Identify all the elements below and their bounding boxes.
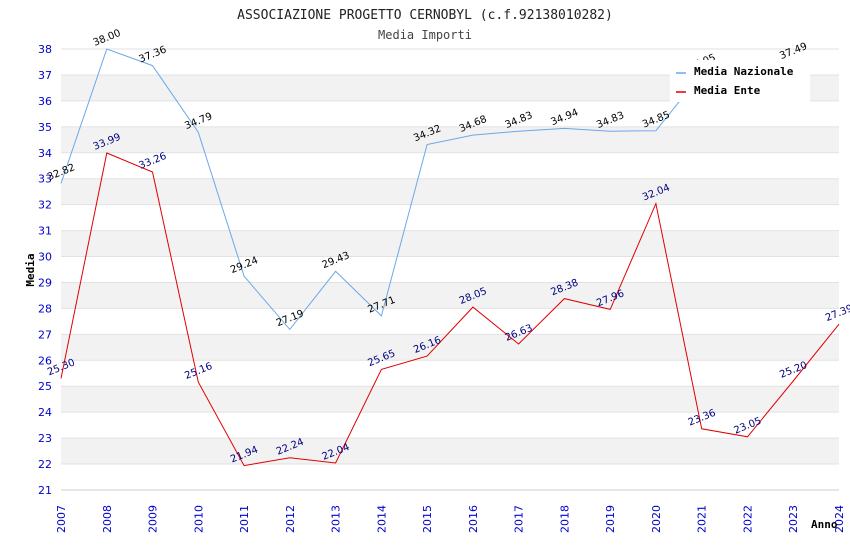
x-tick-label: 2015 [421, 505, 434, 533]
chart-subtitle: Media Importi [378, 28, 472, 42]
x-tick-label: 2020 [650, 505, 663, 533]
data-label: 37.49 [778, 41, 809, 62]
legend-label-media-ente: Media Ente [694, 84, 761, 97]
x-axis-ticks: 2007 2008 2009 2010 2011 2012 2013 2014 2015 2016… [55, 489, 846, 533]
x-tick-label: 2014 [375, 505, 388, 533]
y-tick-label: 26 [38, 354, 52, 367]
data-label: 25.20 [778, 360, 809, 381]
grid-band [61, 334, 839, 361]
x-tick-label: 2023 [787, 505, 800, 533]
y-axis-label: Media [24, 253, 37, 286]
x-tick-label: 2024 [833, 505, 846, 533]
data-label: 23.05 [732, 416, 763, 437]
x-tick-label: 2013 [330, 505, 343, 533]
x-tick-label: 2018 [558, 505, 571, 533]
y-tick-label: 22 [38, 458, 52, 471]
x-tick-label: 2019 [604, 505, 617, 533]
x-tick-label: 2007 [55, 505, 68, 533]
x-tick-label: 2012 [284, 505, 297, 533]
y-tick-label: 38 [38, 43, 52, 56]
y-tick-label: 34 [38, 147, 52, 160]
y-tick-label: 31 [38, 225, 52, 238]
grid-band [61, 178, 839, 205]
y-tick-label: 25 [38, 380, 52, 393]
x-tick-label: 2008 [101, 505, 114, 533]
data-label: 34.94 [549, 107, 580, 128]
y-tick-label: 33 [38, 173, 52, 186]
legend-label-media-nazionale: Media Nazionale [694, 65, 794, 78]
data-label: 37.36 [138, 44, 169, 65]
x-tick-label: 2017 [513, 505, 526, 533]
y-tick-label: 28 [38, 302, 52, 315]
data-label: 38.00 [92, 28, 123, 49]
x-tick-label: 2022 [741, 505, 754, 533]
y-tick-label: 32 [38, 199, 52, 212]
y-tick-label: 36 [38, 95, 52, 108]
grid-band [61, 386, 839, 413]
x-tick-label: 2021 [696, 505, 709, 533]
chart-title: ASSOCIAZIONE PROGETTO CERNOBYL (c.f.9213… [237, 8, 613, 23]
data-label: 33.26 [138, 151, 169, 172]
data-label: 29.24 [229, 255, 260, 276]
x-tick-label: 2016 [467, 505, 480, 533]
series-group [60, 49, 840, 467]
grid-bands [61, 48, 839, 491]
legend: Media Nazionale Media Ente [670, 60, 810, 102]
y-tick-label: 37 [38, 69, 52, 82]
x-tick-label: 2009 [147, 505, 160, 533]
grid-band [61, 282, 839, 309]
x-axis-label: Anno [811, 518, 838, 531]
y-tick-label: 30 [38, 251, 52, 264]
grid-band [61, 438, 839, 465]
grid-band [61, 230, 839, 257]
data-label: 27.19 [275, 308, 306, 329]
y-axis-ticks: 21 22 23 24 25 26 27 28 29 30 31 32 33 34 35 36 37 38 [38, 43, 52, 497]
y-tick-label: 35 [38, 121, 52, 134]
y-tick-label: 21 [38, 484, 52, 497]
y-tick-label: 29 [38, 276, 52, 289]
y-tick-label: 24 [38, 406, 52, 419]
y-tick-label: 27 [38, 328, 52, 341]
series-line-1 [60, 152, 840, 467]
y-tick-label: 23 [38, 432, 52, 445]
x-tick-label: 2011 [238, 505, 251, 533]
data-label: 25.16 [183, 361, 214, 382]
legend-background [670, 60, 810, 102]
x-tick-label: 2010 [192, 505, 205, 533]
